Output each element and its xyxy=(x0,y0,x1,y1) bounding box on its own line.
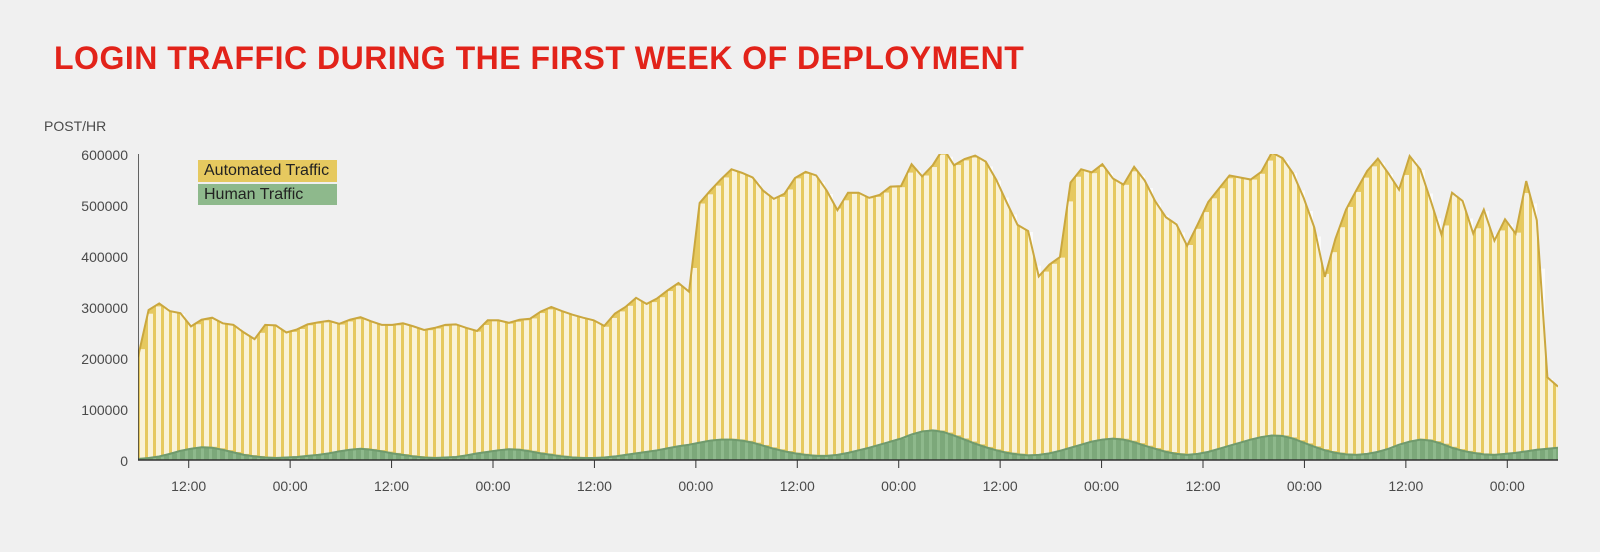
x-tick-label: 00:00 xyxy=(265,478,315,494)
x-tick-label: 12:00 xyxy=(367,478,417,494)
x-tick-label: 12:00 xyxy=(975,478,1025,494)
y-tick-label: 200000 xyxy=(48,351,128,367)
x-tick-label: 12:00 xyxy=(1381,478,1431,494)
chart-title: LOGIN TRAFFIC DURING THE FIRST WEEK OF D… xyxy=(54,40,1024,77)
legend-label: Automated Traffic xyxy=(204,162,329,180)
plot-area: Automated Traffic Human Traffic xyxy=(138,154,1558,500)
legend: Automated Traffic Human Traffic xyxy=(198,160,337,207)
x-tick-label: 00:00 xyxy=(671,478,721,494)
x-tick-label: 12:00 xyxy=(772,478,822,494)
legend-item: Automated Traffic xyxy=(198,160,337,182)
y-axis-label: POST/HR xyxy=(44,118,106,134)
y-tick-label: 0 xyxy=(48,453,128,469)
x-tick-label: 00:00 xyxy=(874,478,924,494)
x-tick-label: 12:00 xyxy=(569,478,619,494)
legend-item: Human Traffic xyxy=(198,184,337,206)
x-tick-label: 12:00 xyxy=(1178,478,1228,494)
y-tick-label: 300000 xyxy=(48,300,128,316)
y-tick-label: 600000 xyxy=(48,147,128,163)
chart-svg xyxy=(138,154,1558,474)
legend-label: Human Traffic xyxy=(204,186,303,204)
y-tick-label: 500000 xyxy=(48,198,128,214)
x-tick-label: 12:00 xyxy=(164,478,214,494)
chart-container: LOGIN TRAFFIC DURING THE FIRST WEEK OF D… xyxy=(0,0,1600,552)
x-tick-label: 00:00 xyxy=(468,478,518,494)
y-tick-label: 400000 xyxy=(48,249,128,265)
x-tick-label: 00:00 xyxy=(1482,478,1532,494)
x-tick-label: 00:00 xyxy=(1077,478,1127,494)
y-tick-label: 100000 xyxy=(48,402,128,418)
x-tick-label: 00:00 xyxy=(1279,478,1329,494)
